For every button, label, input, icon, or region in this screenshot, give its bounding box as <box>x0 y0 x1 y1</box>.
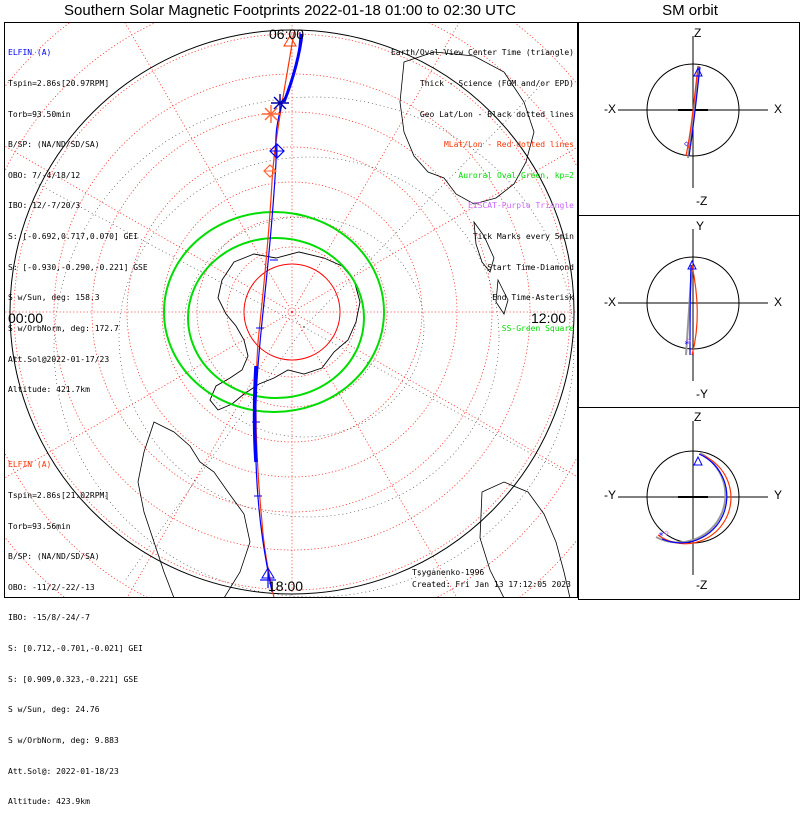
elfin-b-info: ELFIN (A) Tspin=2.86s[21.02RPM] Torb=93.… <box>8 440 143 818</box>
sm-orbit-title: SM orbit <box>662 2 718 19</box>
antarctica-coastline <box>209 251 361 411</box>
elfin-b-line: S: [0.909,0.323,-0.221] GSE <box>8 674 139 684</box>
svg-text:*: * <box>658 531 664 542</box>
australia-coastline <box>399 51 535 205</box>
elfin-b-line: B/SP: (NA/ND/SD/SA) <box>8 552 100 562</box>
sm-yz-left-label: -Y <box>604 488 616 502</box>
legend-entry: EISCAT-Purple Triangle <box>468 201 574 211</box>
elfin-b-name: ELFIN (A) <box>8 460 52 470</box>
sm-xz-top-label: Z <box>694 26 702 40</box>
sm-xy-bottom-label: -Y <box>696 387 708 401</box>
elfin-a-line: IBO: 12/-7/20/3 <box>8 201 81 211</box>
elfin-a-line: S: [-0.692,0.717,0.070] GEI <box>8 232 139 242</box>
mlt-label-top: 06:00 <box>269 26 305 42</box>
mlt-label-bottom: 18:00 <box>268 578 304 594</box>
map-legend: Earth/Oval View Center Time (triangle) T… <box>391 28 574 344</box>
elfin-a-line: S w/OrbNorm, deg: 172.7 <box>8 323 119 333</box>
legend-entry: Tick Marks every 5min <box>472 232 574 242</box>
mlt-label-left: 00:00 <box>8 310 44 326</box>
start-diamond-red <box>263 164 277 178</box>
legend-entry: Thick - Science (FGM and/or EPD) <box>419 79 574 89</box>
red-footprint-track <box>255 31 295 597</box>
sm-orbit-xy-plot: * ◇ <box>618 229 768 381</box>
geo-grid-lines <box>33 81 575 597</box>
blue-footprint-track <box>254 31 301 593</box>
elfin-a-line: Tspin=2.86s[20.97RPM] <box>8 79 110 89</box>
elfin-b-line: Tspin=2.86s[21.02RPM] <box>8 491 110 501</box>
elfin-b-line: Altitude: 423.9km <box>8 797 90 807</box>
svg-text:◇: ◇ <box>664 528 669 537</box>
mlon-grid-lines <box>5 23 577 597</box>
sm-orbit-xz-plot: * ◇ <box>618 36 768 188</box>
footprint-map <box>5 23 577 597</box>
elfin-a-line: S: [-0.930,-0.290,-0.221] GSE <box>8 262 148 272</box>
sm-yz-top-label: Z <box>694 410 702 424</box>
svg-text:*: * <box>686 144 692 155</box>
legend-entry: MLat/Lon - Red dotted lines <box>443 140 574 150</box>
elfin-b-line: S w/Sun, deg: 24.76 <box>8 705 100 715</box>
sm-orbit-yz-plot: * ◇ <box>618 421 768 575</box>
legend-entry: Auroral Oval-Green, kp=2 <box>458 170 574 180</box>
legend-entry: SS-Green Square <box>501 323 574 333</box>
sm-xy-right-label: X <box>774 295 783 309</box>
elfin-a-line: Torb=93.50min <box>8 109 71 119</box>
created-timestamp: Created: Fri Jan 13 17:12:05 2023 <box>412 580 571 589</box>
page-title: Southern Solar Magnetic Footprints 2022-… <box>64 2 516 19</box>
svg-text:◇: ◇ <box>684 139 689 148</box>
south-america-coastline <box>137 421 251 597</box>
sm-xz-bottom-label: -Z <box>696 194 708 208</box>
sm-xz-left-label: -X <box>604 102 616 116</box>
mlt-label-right: 12:00 <box>531 310 567 326</box>
elfin-b-line: OBO: -11/2/-22/-13 <box>8 582 95 592</box>
auroral-oval-inner <box>187 237 365 399</box>
elfin-a-line: S w/Sun, deg: 158.3 <box>8 293 100 303</box>
start-diamond-blue <box>269 143 285 159</box>
elfin-a-line: Att.Sol@2022-01-17/23 <box>8 354 110 364</box>
svg-text:◇: ◇ <box>686 336 691 345</box>
end-asterisk-red <box>262 105 280 123</box>
elfin-b-line: IBO: -15/8/-24/-7 <box>8 613 90 623</box>
track-tick-marks <box>252 259 278 497</box>
elfin-b-line: S: [0.712,-0.701,-0.021] GEI <box>8 644 143 654</box>
elfin-b-line: Torb=93.56min <box>8 521 71 531</box>
sm-xy-left-label: -X <box>604 295 616 309</box>
elfin-a-name: ELFIN (A) <box>8 48 52 58</box>
legend-entry: Geo Lat/Lon - Black dotted lines <box>419 109 574 119</box>
elfin-a-line: OBO: 7/-4/18/12 <box>8 170 81 180</box>
view-center-triangle-red <box>283 35 297 47</box>
elfin-a-line: Altitude: 421.7km <box>8 385 90 395</box>
blue-science-segment-upper <box>282 33 304 103</box>
model-credit: Tsyganenko-1996 <box>412 568 485 577</box>
sm-xz-right-label: X <box>774 102 783 116</box>
new-zealand-coastline <box>473 220 509 315</box>
auroral-oval-outer <box>163 211 385 413</box>
sm-yz-right-label: Y <box>774 488 783 502</box>
legend-entry: Start Time-Diamond <box>487 262 574 272</box>
end-asterisk-blue <box>271 94 289 112</box>
legend-entry: End Time-Asterisk <box>492 293 574 303</box>
footprint-map-panel <box>4 22 578 598</box>
legend-entry: Earth/Oval View Center Time (triangle) <box>390 48 574 58</box>
elfin-a-info: ELFIN (A) Tspin=2.86s[20.97RPM] Torb=93.… <box>8 28 148 406</box>
sm-xy-top-label: Y <box>696 219 705 233</box>
end-asterisk-bottom <box>260 572 276 588</box>
africa-coastline <box>479 481 571 597</box>
earth-limb <box>9 29 575 595</box>
blue-science-segment-lower <box>252 365 258 463</box>
elfin-a-line: B/SP: (NA/ND/SD/SA) <box>8 140 100 150</box>
elfin-b-line: S w/OrbNorm, deg: 9.883 <box>8 735 119 745</box>
svg-text:*: * <box>684 340 689 350</box>
elfin-b-line: Att.Sol@: 2022-01-18/23 <box>8 766 119 776</box>
sm-yz-bottom-label: -Z <box>696 578 708 592</box>
